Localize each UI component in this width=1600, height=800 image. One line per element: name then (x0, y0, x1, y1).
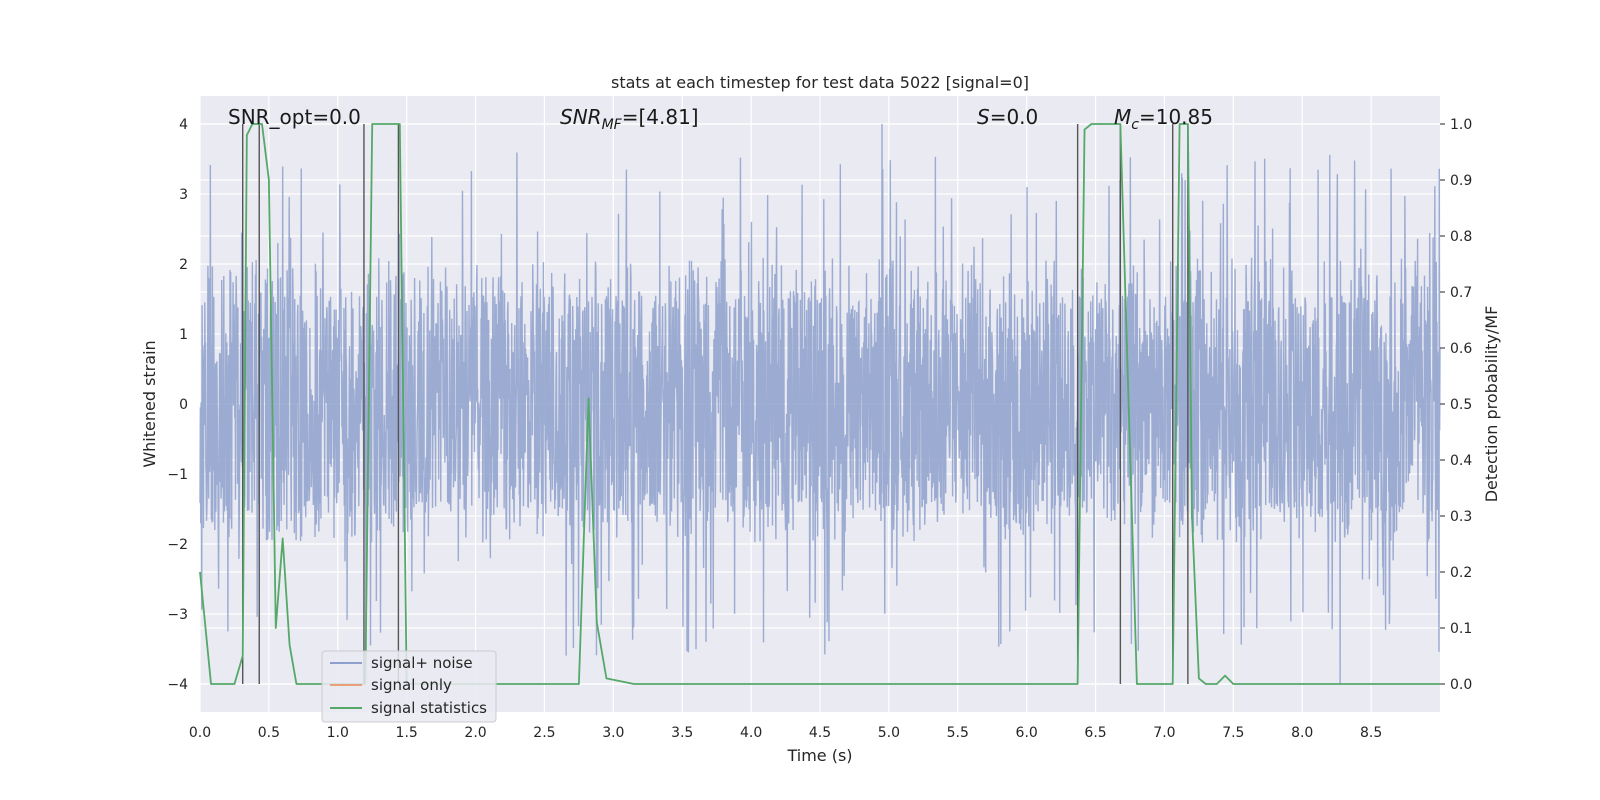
y-tick-label: −3 (167, 607, 188, 623)
y-tick-label: 0 (179, 397, 188, 413)
y-tick-label: 1 (179, 327, 188, 343)
x-tick-label: 7.5 (1222, 725, 1244, 741)
annotation-mc: Mc=10.85 (1114, 105, 1213, 133)
y-tick-label-right: 0.5 (1450, 397, 1472, 413)
annotation-mc-subscript: c (1131, 117, 1139, 133)
y-tick-label-right: 0.6 (1450, 341, 1472, 357)
legend-label-statistics: signal statistics (371, 699, 487, 717)
x-tick-label: 7.0 (1153, 725, 1175, 741)
y-tick-label-right: 0.3 (1450, 509, 1472, 525)
annotation-snr-opt: SNR_opt=0.0 (228, 105, 361, 129)
y-tick-label: 3 (179, 187, 188, 203)
y-tick-label: −4 (167, 677, 188, 693)
annotation-snr-mf-value: =[4.81] (622, 105, 699, 129)
x-tick-label: 2.5 (533, 725, 555, 741)
y-tick-label-right: 0.1 (1450, 621, 1472, 637)
y-tick-label-right: 1.0 (1450, 117, 1472, 133)
y-tick-label: −1 (167, 467, 188, 483)
annotation-snr-mf-subscript: MF (602, 117, 623, 133)
x-axis-label: Time (s) (786, 746, 852, 765)
y-tick-label-right: 0.7 (1450, 285, 1472, 301)
chart-title: stats at each timestep for test data 502… (611, 73, 1029, 92)
x-tick-label: 8.5 (1360, 725, 1382, 741)
y-ticks-right: 0.0 0.1 0.2 0.3 0.4 0.5 0.6 0.7 0.8 0.9 1.0 (1440, 117, 1472, 693)
x-ticks: 0.0 0.5 1.0 1.5 2.0 2.5 3.0 3.5 4.0 4.5 5.0 5.5 6.0 6… (189, 725, 1382, 741)
y-tick-label: −2 (167, 537, 188, 553)
annotation-mc-symbol: M (1114, 105, 1131, 129)
legend-box (321, 650, 497, 723)
y-axis-label-right: Detection probability/MF (1482, 306, 1501, 503)
x-tick-label: 1.5 (396, 725, 418, 741)
y-axis-label: Whitened strain (140, 340, 159, 467)
x-tick-label: 0.5 (258, 725, 280, 741)
x-tick-label: 6.5 (1084, 725, 1106, 741)
annotation-s-symbol: S (977, 105, 990, 129)
annotation-snr-mf: SNRMF=[4.81] (560, 105, 699, 133)
x-tick-label: 2.0 (464, 725, 486, 741)
x-tick-label: 4.5 (809, 725, 831, 741)
annotation-s-value: =0.0 (990, 105, 1039, 129)
x-tick-label: 5.0 (878, 725, 900, 741)
y-tick-label-right: 0.4 (1450, 453, 1472, 469)
x-tick-label: 6.0 (1016, 725, 1038, 741)
annotation-s: S=0.0 (977, 105, 1038, 129)
y-tick-label: 2 (179, 257, 188, 273)
y-ticks: −4 −3 −2 −1 0 1 2 3 4 (167, 117, 188, 693)
y-tick-label-right: 0.0 (1450, 677, 1472, 693)
x-tick-label: 3.5 (671, 725, 693, 741)
y-tick-label: 4 (179, 117, 188, 133)
x-tick-label: 5.5 (947, 725, 969, 741)
x-tick-label: 0.0 (189, 725, 211, 741)
x-tick-label: 4.0 (740, 725, 762, 741)
noise-line (199, 123, 1441, 685)
x-tick-label: 3.0 (602, 725, 624, 741)
x-tick-label: 1.0 (327, 725, 349, 741)
legend: signal+ noise signal only signal statist… (321, 650, 497, 723)
y-tick-label-right: 0.9 (1450, 173, 1472, 189)
y-tick-label-right: 0.2 (1450, 565, 1472, 581)
legend-label-noise: signal+ noise (371, 654, 473, 672)
annotation-snr-mf-symbol: SNR (560, 105, 602, 129)
annotation-mc-value: =10.85 (1139, 105, 1213, 129)
y-tick-label-right: 0.8 (1450, 229, 1472, 245)
vertical-lines (242, 124, 1189, 684)
legend-label-signal-only: signal only (371, 676, 452, 694)
noise-series (199, 123, 1441, 685)
x-tick-label: 8.0 (1291, 725, 1313, 741)
